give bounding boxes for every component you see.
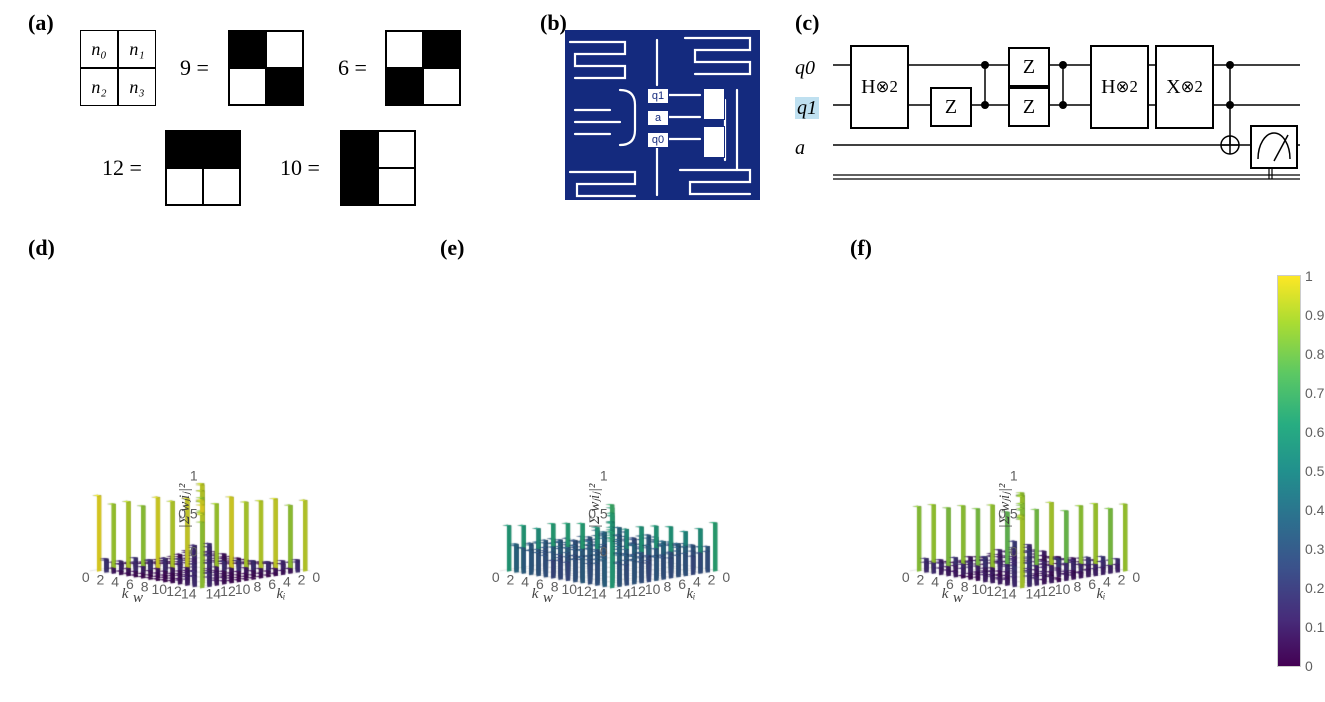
pixel-value-label: 6 = [338, 55, 367, 81]
chart-e-canvas [430, 265, 790, 625]
pixel-grid [340, 130, 416, 206]
gate-X2: X⊗2 [1155, 45, 1214, 129]
pixel-grid [228, 30, 304, 106]
colorbar-tick: 0.7 [1305, 385, 1325, 401]
pixel-value-label: 9 = [180, 55, 209, 81]
panel-b: q1 a q0 [565, 30, 760, 200]
label-d: (d) [28, 235, 55, 261]
pixel-grid [165, 130, 241, 206]
pixel-cell [229, 68, 266, 105]
pixel-cell [386, 31, 423, 68]
colorbar-tick: 0.1 [1305, 619, 1325, 635]
pixel-cell [341, 168, 378, 205]
chip-node-q1: q1 [647, 88, 669, 104]
colorbar: 00.10.20.30.40.50.60.70.80.91 [1277, 275, 1299, 665]
chip-node-a: a [647, 110, 669, 126]
gate-Zb: Z [1008, 87, 1050, 127]
label-f: (f) [850, 235, 872, 261]
quantum-circuit: q0q1aH⊗2ZZZH⊗2X⊗2 [795, 25, 1305, 200]
chip-diagram: q1 a q0 [565, 30, 760, 200]
colorbar-tick: 0.6 [1305, 424, 1325, 440]
label-b: (b) [540, 10, 567, 36]
label-e: (e) [440, 235, 464, 261]
chart-f-canvas [840, 265, 1200, 625]
pixel-legend: n₀n₁n₂n₃ [80, 30, 156, 106]
pixel-cell [378, 168, 415, 205]
gate-H2b: H⊗2 [1090, 45, 1149, 129]
chip-node-q0: q0 [647, 132, 669, 148]
pixel-cell [423, 68, 460, 105]
pixel-cell [203, 131, 240, 168]
pixel-cell [423, 31, 460, 68]
pixel-cell [166, 131, 203, 168]
colorbar-tick: 0.5 [1305, 463, 1325, 479]
measure-gate [1250, 125, 1298, 169]
chip-element [703, 126, 725, 158]
colorbar-tick: 0.9 [1305, 307, 1325, 323]
pixel-cell [266, 68, 303, 105]
chart-d-canvas [20, 265, 380, 625]
label-a: (a) [28, 10, 54, 36]
colorbar-gradient [1277, 275, 1301, 667]
pixel-cell [386, 68, 423, 105]
gate-Z1: Z [930, 87, 972, 127]
pixel-cell [229, 31, 266, 68]
colorbar-tick: 0.4 [1305, 502, 1325, 518]
figure-root: (a) (b) (c) (d) (e) (f) n₀n₁n₂n₃9 =6 =12… [0, 0, 1325, 702]
colorbar-tick: 1 [1305, 268, 1325, 284]
colorbar-tick: 0.2 [1305, 580, 1325, 596]
gate-Zt: Z [1008, 47, 1050, 87]
pixel-value-label: 10 = [280, 155, 320, 181]
chart-f: 024681012140246810121400.51kᵢkw|Σ wⱼiⱼ|² [840, 265, 1200, 625]
colorbar-tick: 0.3 [1305, 541, 1325, 557]
chart-e: 024681012140246810121400.51kᵢkw|Σ wⱼiⱼ|² [430, 265, 790, 625]
pixel-cell [203, 168, 240, 205]
pixel-cell [166, 168, 203, 205]
panel-a: n₀n₁n₂n₃ 9 = 6 = 12 = 10 = [60, 25, 520, 225]
pixel-cell [378, 131, 415, 168]
pixel-value-label: 12 = [102, 155, 142, 181]
colorbar-tick: 0.8 [1305, 346, 1325, 362]
gate-H2: H⊗2 [850, 45, 909, 129]
pixel-grid [385, 30, 461, 106]
chart-d: 024681012140246810121400.51kᵢkw|Σ wⱼiⱼ|² [20, 265, 380, 625]
pixel-legend-cell: n₃ [118, 68, 156, 106]
pixel-cell [341, 131, 378, 168]
pixel-cell [266, 31, 303, 68]
colorbar-tick: 0 [1305, 658, 1325, 674]
pixel-legend-cell: n₁ [118, 30, 156, 68]
chip-element [703, 88, 725, 120]
panel-c: q0q1aH⊗2ZZZH⊗2X⊗2 [795, 25, 1305, 200]
pixel-legend-cell: n₀ [80, 30, 118, 68]
pixel-legend-cell: n₂ [80, 68, 118, 106]
